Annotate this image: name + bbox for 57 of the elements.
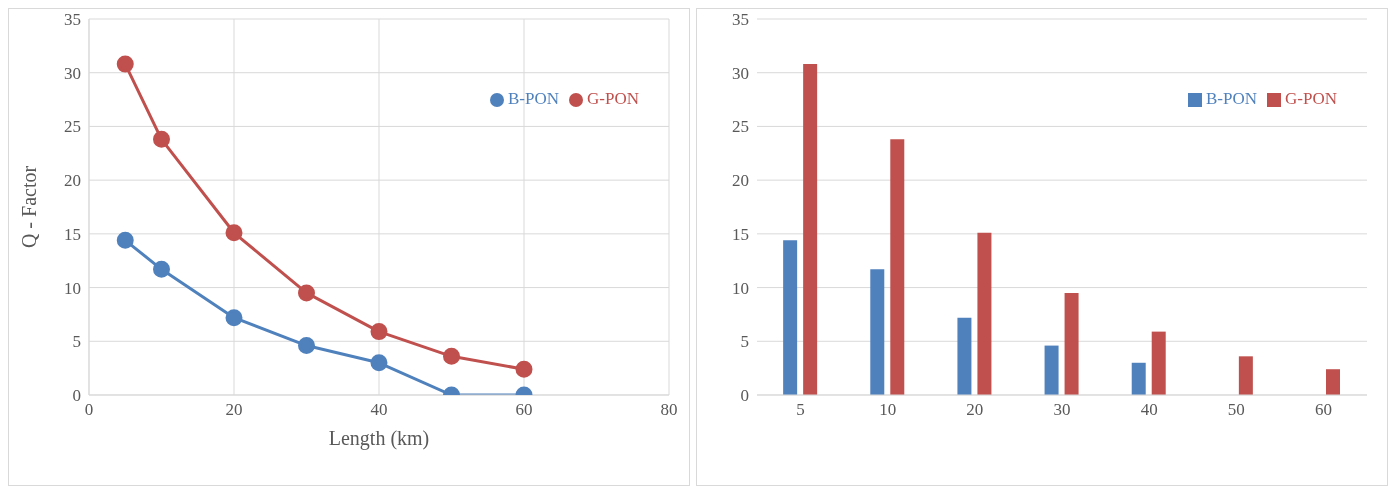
y-tick-label: 20 xyxy=(64,171,81,191)
y-tick-label: 0 xyxy=(740,386,749,406)
x-tick-label: 5 xyxy=(796,400,805,420)
y-tick-label: 35 xyxy=(64,10,81,30)
bar xyxy=(1238,356,1253,395)
bar xyxy=(1131,362,1146,395)
bar xyxy=(1326,369,1340,395)
bar xyxy=(803,64,818,395)
y-tick-label: 15 xyxy=(732,224,749,244)
bar xyxy=(1044,345,1059,395)
y-tick-label: 30 xyxy=(732,63,749,83)
y-tick-label: 30 xyxy=(64,63,81,83)
x-tick-label: 40 xyxy=(1140,400,1158,420)
bar xyxy=(977,232,992,395)
legend-label: G-PON xyxy=(587,89,639,108)
bar xyxy=(1064,292,1079,395)
y-tick-label: 0 xyxy=(72,386,81,406)
legend-label: B-PON xyxy=(508,89,560,108)
bar xyxy=(1151,331,1166,395)
x-tick-label: 80 xyxy=(660,400,678,420)
x-tick-label: 60 xyxy=(515,400,533,420)
bar xyxy=(890,139,905,395)
y-tick-label: 35 xyxy=(732,10,749,30)
bar xyxy=(870,269,885,395)
point xyxy=(370,323,388,341)
y-tick-label: 10 xyxy=(732,278,749,298)
bar xyxy=(957,317,972,395)
bar xyxy=(783,240,798,395)
point xyxy=(225,309,243,327)
point xyxy=(298,284,315,302)
point xyxy=(515,360,533,378)
x-tick-label: 20 xyxy=(966,400,984,420)
legend-label: B-PON xyxy=(1206,89,1258,108)
y-tick-label: 15 xyxy=(64,224,81,244)
y-tick-label: 5 xyxy=(72,332,81,352)
y-tick-label: 20 xyxy=(732,171,749,191)
point xyxy=(370,354,388,372)
x-tick-label: 60 xyxy=(1314,400,1332,420)
y-axis-title: Q - Factor xyxy=(18,165,41,249)
point xyxy=(153,260,170,278)
x-tick-label: 50 xyxy=(1227,400,1245,420)
point xyxy=(225,224,243,242)
y-tick-label: 25 xyxy=(64,117,81,137)
x-tick-label: 40 xyxy=(370,400,388,420)
legend-label: G-PON xyxy=(1285,89,1337,108)
point xyxy=(116,55,134,73)
x-tick-label: 10 xyxy=(879,400,897,420)
point xyxy=(116,231,134,249)
x-tick-label: 30 xyxy=(1053,400,1071,420)
point xyxy=(443,347,460,365)
y-tick-label: 10 xyxy=(64,278,81,298)
x-tick-label: 20 xyxy=(225,400,243,420)
point xyxy=(153,130,170,148)
point xyxy=(298,337,315,355)
y-tick-label: 5 xyxy=(740,332,749,352)
y-tick-label: 25 xyxy=(732,117,749,137)
x-axis-title: Length (km) xyxy=(328,427,430,450)
